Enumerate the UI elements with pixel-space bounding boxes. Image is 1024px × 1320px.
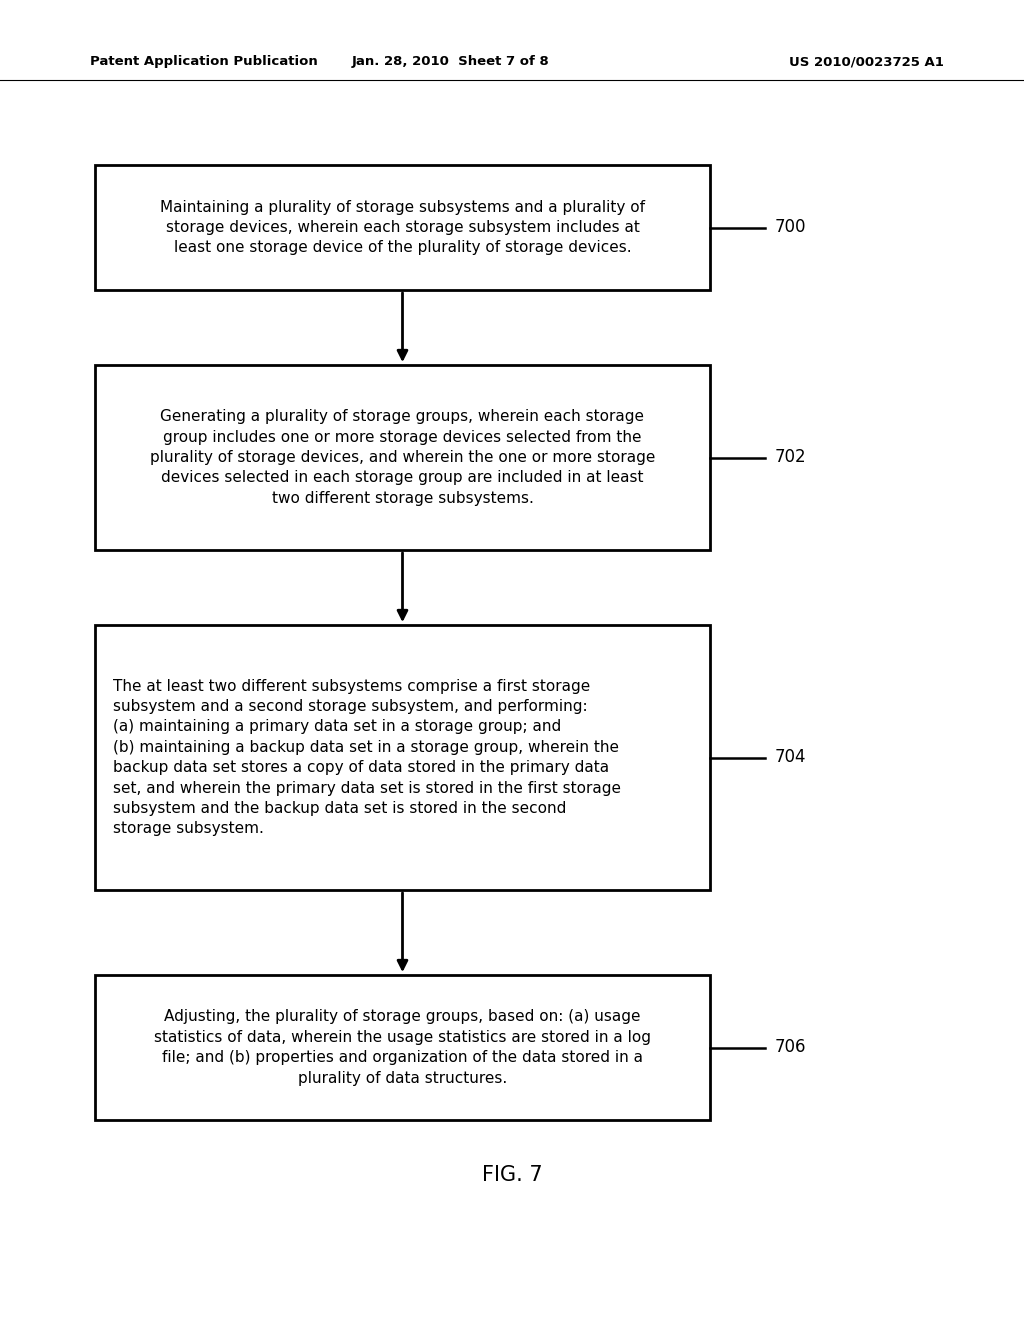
Bar (95, 624, 710, 890)
Text: Patent Application Publication: Patent Application Publication (90, 55, 317, 69)
Text: The at least two different subsystems comprise a first storage
subsystem and a s: The at least two different subsystems co… (113, 678, 621, 837)
Bar (95, 366, 710, 550)
Bar (95, 165, 710, 290)
Text: Generating a plurality of storage groups, wherein each storage
group includes on: Generating a plurality of storage groups… (150, 409, 655, 506)
Text: US 2010/0023725 A1: US 2010/0023725 A1 (790, 55, 944, 69)
Text: Adjusting, the plurality of storage groups, based on: (a) usage
statistics of da: Adjusting, the plurality of storage grou… (154, 1010, 651, 1085)
Text: 700: 700 (775, 219, 807, 236)
Text: Jan. 28, 2010  Sheet 7 of 8: Jan. 28, 2010 Sheet 7 of 8 (351, 55, 550, 69)
Text: FIG. 7: FIG. 7 (481, 1166, 543, 1185)
Text: 706: 706 (775, 1039, 807, 1056)
Text: 704: 704 (775, 748, 807, 767)
Text: 702: 702 (775, 449, 807, 466)
Bar (95, 975, 710, 1119)
Text: Maintaining a plurality of storage subsystems and a plurality of
storage devices: Maintaining a plurality of storage subsy… (160, 199, 645, 255)
